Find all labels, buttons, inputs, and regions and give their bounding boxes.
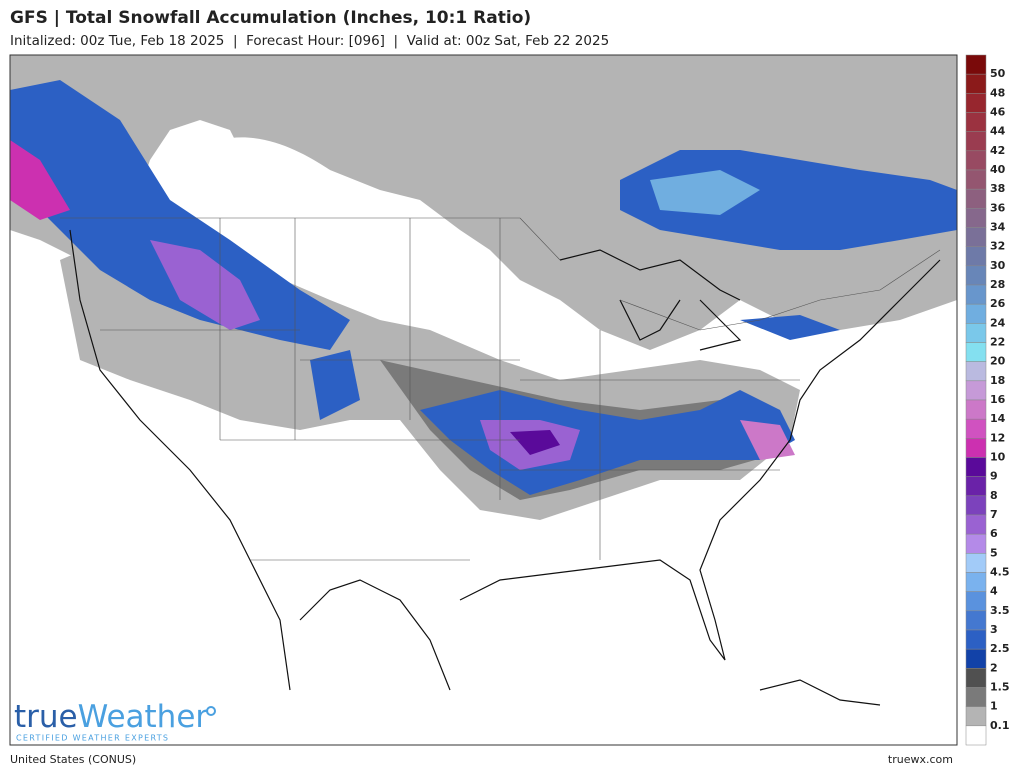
snow-great-lakes (740, 315, 840, 340)
legend-label: 9 (990, 470, 998, 483)
legend-swatch (965, 246, 987, 267)
legend-label: 10 (990, 451, 1006, 464)
legend-swatch (965, 112, 987, 132)
legend-swatch (965, 725, 987, 746)
legend-swatch (965, 438, 987, 458)
legend-swatch (965, 629, 987, 650)
legend-label: 1 (990, 700, 998, 713)
legend-swatch (965, 648, 987, 669)
legend-label: 44 (990, 125, 1006, 138)
legend-label: 16 (990, 393, 1006, 406)
legend-swatch (965, 533, 987, 554)
legend-swatch (965, 572, 987, 592)
legend-swatch (965, 323, 987, 343)
legend-label: 34 (990, 221, 1006, 234)
legend-label: 26 (990, 297, 1006, 310)
legend-label: 3 (990, 623, 998, 636)
legend-label: 5 (990, 546, 998, 559)
logo-part1: true (14, 699, 78, 735)
coastlines (69, 229, 941, 706)
legend-swatch (965, 380, 987, 401)
logo-tagline: CERTIFIED WEATHER EXPERTS (16, 734, 169, 743)
legend-swatch (965, 399, 987, 420)
legend-swatch (965, 342, 987, 362)
legend-label: 0.1 (990, 719, 1010, 732)
legend-swatch (965, 706, 987, 727)
legend-swatch (965, 169, 987, 190)
logo: trueWeather (14, 699, 208, 735)
legend-label: 4.5 (990, 566, 1010, 579)
legend-label: 3.5 (990, 604, 1010, 617)
map (9, 54, 958, 746)
legend-swatch (965, 514, 987, 535)
legend-label: 24 (990, 316, 1006, 329)
legend-label: 38 (990, 182, 1005, 195)
legend-label: 42 (990, 144, 1005, 157)
legend-label: 40 (990, 163, 1006, 176)
legend-label: 28 (990, 278, 1005, 291)
legend-swatch (965, 227, 987, 247)
legend-label: 2.5 (990, 642, 1010, 655)
footer-site: truewx.com (888, 753, 953, 766)
legend-label: 8 (990, 489, 998, 502)
legend-label: 2 (990, 661, 998, 674)
legend-label: 6 (990, 527, 998, 540)
snow-light-north (10, 55, 957, 350)
legend-label: 30 (990, 259, 1006, 272)
legend-swatch (965, 54, 987, 75)
snow-colorado (310, 350, 360, 420)
legend: 5048464442403836343230282624222018161412… (965, 54, 1010, 746)
logo-dot (206, 706, 216, 716)
legend-swatch (965, 208, 987, 228)
footer-region: United States (CONUS) (10, 753, 136, 766)
snow-heavy-bc (10, 140, 70, 220)
legend-swatch (965, 668, 987, 688)
legend-label: 36 (990, 201, 1006, 214)
legend-label: 32 (990, 240, 1005, 253)
borders (60, 217, 941, 561)
legend-swatch (965, 131, 987, 152)
legend-swatch (965, 150, 987, 171)
legend-label: 1.5 (990, 681, 1010, 694)
snow-canada-light-blue (650, 170, 760, 215)
legend-swatch (965, 457, 987, 477)
legend-label: 7 (990, 508, 998, 521)
legend-swatch (965, 418, 987, 439)
legend-label: 46 (990, 106, 1006, 119)
legend-swatch (965, 361, 987, 382)
legend-label: 4 (990, 585, 998, 598)
legend-swatch (965, 93, 987, 113)
legend-swatch (965, 591, 987, 612)
snow-heavy-virginia (740, 420, 795, 460)
legend-label: 18 (990, 374, 1005, 387)
subtitle: Initalized: 00z Tue, Feb 18 2025 | Forec… (10, 33, 609, 49)
legend-label: 50 (990, 67, 1006, 80)
legend-swatch (965, 284, 987, 305)
map-frame (9, 54, 958, 746)
legend-swatch (965, 188, 987, 209)
logo-part2: Weather (78, 699, 209, 735)
legend-swatch (965, 303, 987, 324)
legend-swatch (965, 610, 987, 631)
legend-swatch (965, 687, 987, 707)
legend-label: 20 (990, 355, 1006, 368)
snow-heavy-rockies (150, 240, 260, 330)
legend-swatch (965, 73, 987, 94)
legend-label: 14 (990, 412, 1006, 425)
legend-swatch (965, 476, 987, 497)
legend-swatch (965, 265, 987, 286)
legend-swatch (965, 495, 987, 516)
snow-swath-west (10, 80, 350, 350)
legend-label: 48 (990, 86, 1005, 99)
legend-label: 22 (990, 336, 1005, 349)
no-snow-prairie (220, 137, 330, 210)
legend-swatch (965, 553, 987, 573)
snow-swath-south (420, 390, 795, 495)
title: GFS | Total Snowfall Accumulation (Inche… (10, 8, 531, 28)
legend-label: 12 (990, 431, 1005, 444)
snow-max-ozarks (510, 430, 560, 455)
